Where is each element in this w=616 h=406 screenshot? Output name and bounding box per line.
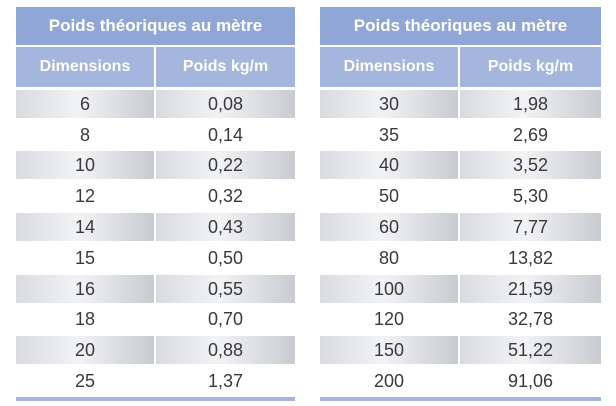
cell-weight: 1,37 (207, 370, 244, 391)
cell-weight: 7,77 (460, 212, 601, 241)
table-row: 18 0,70 (16, 305, 295, 333)
column-header-dimensions: Dimensions (16, 47, 154, 87)
cell-weight: 2,69 (512, 124, 549, 145)
cell-dimension: 120 (373, 309, 405, 330)
table-row: 10 0,22 (16, 151, 295, 180)
table-row: 30 1,98 (320, 89, 601, 118)
cell-weight: 1,98 (460, 89, 601, 118)
table-header-row: Dimensions Poids kg/m (16, 47, 295, 87)
cell-dimension: 16 (16, 274, 154, 303)
table-row: 6 0,08 (16, 89, 295, 118)
cell-weight: 0,88 (156, 336, 295, 365)
table-row: 100 21,59 (320, 274, 601, 303)
cell-dimension: 18 (74, 309, 96, 330)
weight-table-right: Poids théoriques au mètre Dimensions Poi… (320, 7, 601, 401)
column-header-dimensions: Dimensions (320, 47, 458, 87)
cell-weight: 0,32 (207, 186, 244, 207)
cell-weight: 0,50 (207, 247, 244, 268)
cell-dimension: 20 (16, 336, 154, 365)
column-header-weight: Poids kg/m (156, 47, 295, 87)
table-body: 6 0,08 8 0,14 10 0,22 12 0,32 14 0,43 15 0,50 16 0,55… (16, 89, 295, 395)
table-bottom-rule (16, 396, 295, 401)
cell-dimension: 25 (74, 370, 96, 391)
table-bottom-rule (320, 396, 601, 401)
cell-dimension: 10 (16, 151, 154, 180)
table-row: 8 0,14 (16, 121, 295, 149)
table-row: 120 32,78 (320, 305, 601, 333)
table-row: 25 1,37 (16, 367, 295, 395)
table-title: Poids théoriques au mètre (320, 7, 601, 45)
cell-dimension: 50 (378, 186, 400, 207)
cell-dimension: 35 (378, 124, 400, 145)
table-row: 12 0,32 (16, 182, 295, 210)
table-body: 30 1,98 35 2,69 40 3,52 50 5,30 60 7,77 80 13,82 100… (320, 89, 601, 395)
cell-weight: 0,22 (156, 151, 295, 180)
cell-dimension: 100 (320, 274, 458, 303)
cell-weight: 51,22 (460, 336, 601, 365)
cell-dimension: 40 (320, 151, 458, 180)
cell-weight: 0,43 (156, 212, 295, 241)
cell-dimension: 8 (79, 124, 90, 145)
table-row: 80 13,82 (320, 244, 601, 272)
column-header-weight: Poids kg/m (460, 47, 601, 87)
cell-weight: 0,55 (156, 274, 295, 303)
cell-dimension: 30 (320, 89, 458, 118)
table-row: 16 0,55 (16, 274, 295, 303)
cell-weight: 21,59 (460, 274, 601, 303)
cell-weight: 3,52 (460, 151, 601, 180)
cell-dimension: 200 (373, 370, 405, 391)
table-title: Poids théoriques au mètre (16, 7, 295, 45)
cell-weight: 0,70 (207, 309, 244, 330)
table-row: 50 5,30 (320, 182, 601, 210)
cell-dimension: 150 (320, 336, 458, 365)
table-row: 14 0,43 (16, 212, 295, 241)
cell-dimension: 6 (16, 89, 154, 118)
table-row: 35 2,69 (320, 121, 601, 149)
cell-dimension: 15 (74, 247, 96, 268)
table-row: 15 0,50 (16, 244, 295, 272)
cell-weight: 13,82 (507, 247, 554, 268)
cell-weight: 0,14 (207, 124, 244, 145)
cell-weight: 91,06 (507, 370, 554, 391)
cell-dimension: 12 (74, 186, 96, 207)
table-row: 40 3,52 (320, 151, 601, 180)
cell-dimension: 80 (378, 247, 400, 268)
cell-dimension: 60 (320, 212, 458, 241)
table-row: 200 91,06 (320, 367, 601, 395)
table-header-row: Dimensions Poids kg/m (320, 47, 601, 87)
table-row: 150 51,22 (320, 336, 601, 365)
table-row: 60 7,77 (320, 212, 601, 241)
cell-weight: 5,30 (512, 186, 549, 207)
cell-dimension: 14 (16, 212, 154, 241)
table-row: 20 0,88 (16, 336, 295, 365)
cell-weight: 0,08 (156, 89, 295, 118)
weight-table-left: Poids théoriques au mètre Dimensions Poi… (16, 7, 295, 401)
cell-weight: 32,78 (507, 309, 554, 330)
